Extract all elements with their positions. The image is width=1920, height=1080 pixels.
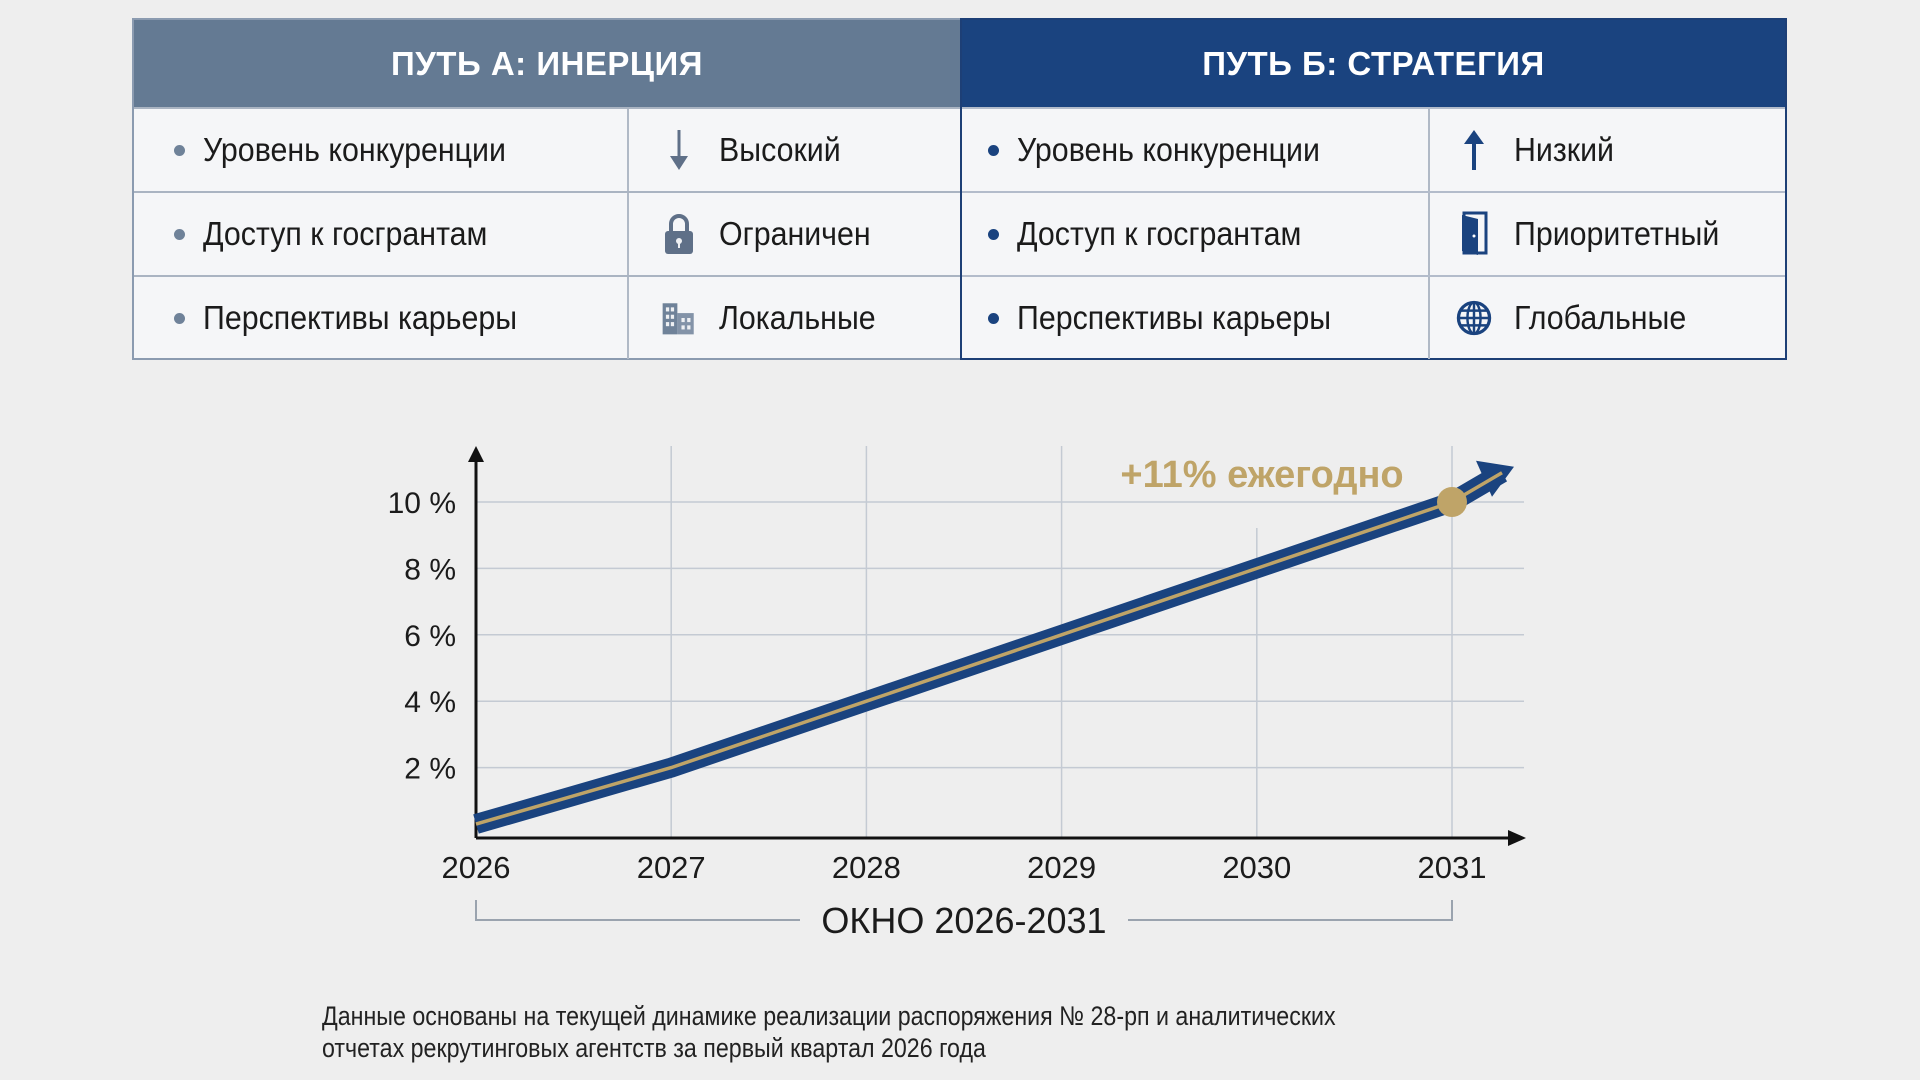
- row-label: Перспективы карьеры: [1017, 299, 1332, 336]
- row-label: Доступ к госгрантам: [203, 215, 488, 252]
- y-tick-label: 10 %: [388, 487, 456, 520]
- door-icon: [1456, 211, 1492, 256]
- table-row: Уровень конкуренции Высокий: [134, 107, 960, 191]
- highlight-point: [1437, 487, 1467, 517]
- x-tick-label: 2031: [1418, 850, 1487, 885]
- growth-annotation: +11% ежегодно: [1120, 454, 1403, 496]
- bullet-icon: [988, 144, 999, 156]
- globe-icon: [1456, 296, 1492, 340]
- table-row: Доступ к госгрантам Ограничен: [134, 191, 960, 275]
- footnote-line: отчетах рекрутинговых агентств за первый…: [322, 1033, 986, 1063]
- y-tick-label: 6 %: [404, 620, 456, 653]
- y-tick-label: 2 %: [404, 753, 456, 786]
- row-label: Уровень конкуренции: [1017, 131, 1320, 168]
- arrow-down-icon: [661, 128, 697, 172]
- path-a-header: ПУТЬ А: ИНЕРЦИЯ: [134, 20, 960, 107]
- y-tick-label: 4 %: [404, 686, 456, 719]
- row-value: Ограничен: [719, 215, 871, 252]
- footnote: Данные основаны на текущей динамике реал…: [322, 1000, 1336, 1064]
- table-row: Перспективы карьеры Локальные: [134, 275, 960, 359]
- bullet-icon: [174, 228, 185, 240]
- row-value: Высокий: [719, 131, 841, 168]
- bullet-icon: [174, 312, 185, 324]
- path-b-header: ПУТЬ Б: СТРАТЕГИЯ: [962, 20, 1785, 107]
- row-value: Локальные: [719, 299, 876, 336]
- path-b-column: ПУТЬ Б: СТРАТЕГИЯ Уровень конкуренции Ни…: [960, 18, 1787, 360]
- x-axis-arrow-icon: [1508, 830, 1526, 846]
- y-tick-label: 8 %: [404, 553, 456, 586]
- path-a-column: ПУТЬ А: ИНЕРЦИЯ Уровень конкуренции Высо…: [132, 18, 960, 360]
- x-tick-label: 2030: [1222, 850, 1291, 885]
- bullet-icon: [988, 228, 999, 240]
- table-row: Перспективы карьеры Глобальные: [962, 275, 1785, 359]
- bullet-icon: [988, 312, 999, 324]
- y-axis-arrow-icon: [468, 446, 484, 462]
- range-label: ОКНО 2026-2031: [821, 900, 1106, 941]
- row-value: Глобальные: [1514, 299, 1687, 336]
- growth-chart: 2 % 4 % 6 % 8 % 10 % 2026 2027 2028 2029 2030 2031…: [388, 446, 1526, 941]
- range-bracket: [475, 900, 1453, 921]
- row-label: Уровень конкуренции: [203, 131, 506, 168]
- row-label: Перспективы карьеры: [203, 299, 518, 336]
- row-label: Доступ к госгрантам: [1017, 215, 1302, 252]
- table-row: Уровень конкуренции Низкий: [962, 107, 1785, 191]
- x-tick-label: 2026: [442, 850, 511, 885]
- row-value: Низкий: [1514, 131, 1615, 168]
- lock-icon: [661, 212, 697, 256]
- x-tick-label: 2028: [832, 850, 901, 885]
- x-tick-label: 2027: [637, 850, 706, 885]
- row-value: Приоритетный: [1514, 215, 1720, 252]
- x-tick-label: 2029: [1027, 850, 1096, 885]
- table-row: Доступ к госгрантам Приоритетный: [962, 191, 1785, 275]
- building-icon: [661, 296, 697, 340]
- bullet-icon: [174, 144, 185, 156]
- comparison-table: ПУТЬ А: ИНЕРЦИЯ Уровень конкуренции Высо…: [132, 18, 1787, 360]
- arrow-up-icon: [1456, 128, 1492, 172]
- growth-line: [473, 464, 1508, 834]
- footnote-line: Данные основаны на текущей динамике реал…: [322, 1001, 1336, 1031]
